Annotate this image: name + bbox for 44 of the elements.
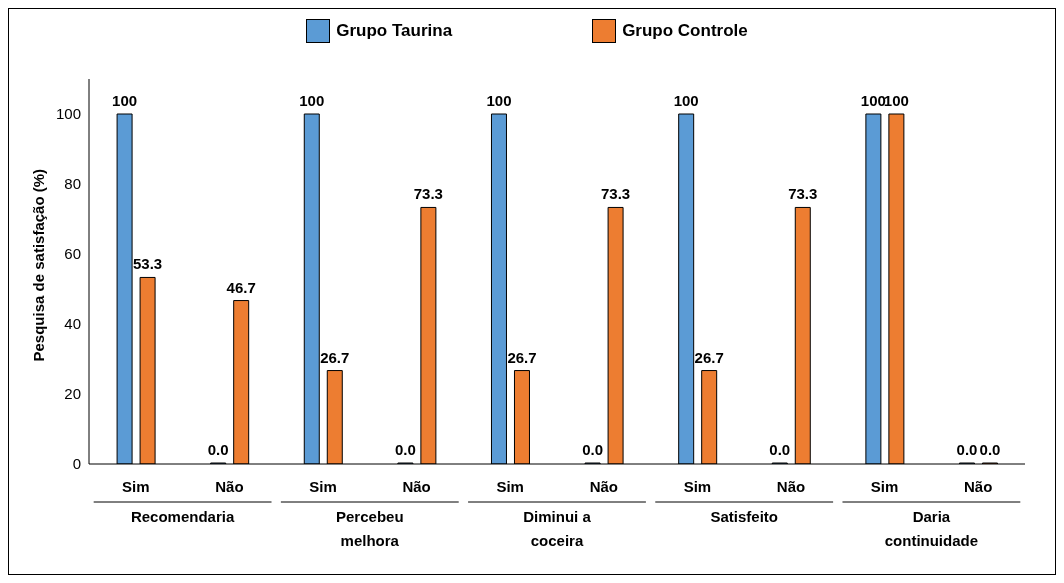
legend-label: Grupo Controle: [622, 21, 748, 41]
data-label: 73.3: [600, 185, 631, 203]
x-tick-label: Não: [964, 478, 993, 495]
data-label: 100: [112, 92, 138, 109]
text: Satisfeito: [710, 508, 778, 525]
legend-label: Grupo Taurina: [336, 21, 453, 41]
data-label: 100: [299, 92, 325, 109]
y-tick-label: 80: [64, 175, 81, 193]
y-tick-label: 100: [55, 105, 81, 123]
data-label: 100: [486, 92, 512, 109]
x-tick-label: Não: [402, 478, 431, 495]
data-label: 26.7: [320, 348, 350, 366]
text: Daria continuidade: [884, 508, 979, 549]
x-tick-label: Não: [589, 478, 618, 495]
data-label: 0.0: [769, 441, 791, 458]
x-tick-label: Não: [776, 478, 806, 495]
data-label: 100: [860, 92, 886, 109]
y-tick-label: 0: [72, 455, 81, 473]
y-tick-label: 60: [64, 245, 81, 263]
data-label: 26.7: [694, 348, 724, 366]
x-tick-label: Sim: [683, 478, 712, 495]
x-tick-label: Sim: [309, 478, 337, 495]
text: Percebeu melhora: [336, 508, 404, 549]
data-label: 53.3: [132, 255, 163, 273]
y-tick-label: 20: [64, 385, 81, 403]
x-tick-label: Não: [215, 478, 244, 495]
data-label: 26.7: [507, 348, 537, 366]
x-tick-label: Sim: [870, 478, 899, 495]
data-label: 73.3: [788, 185, 818, 203]
data-label: 0.0: [394, 441, 416, 458]
data-label: 73.3: [413, 185, 443, 203]
y-axis-title: Pesquisa de satisfação (%): [30, 168, 48, 362]
data-label: 0.0: [582, 441, 604, 458]
data-label: 46.7: [226, 278, 256, 296]
data-label: 100: [883, 92, 909, 109]
y-tick-label: 40: [64, 315, 81, 333]
data-label: 0.0: [956, 441, 978, 458]
data-label: 100: [673, 92, 699, 109]
x-tick-label: Sim: [496, 478, 524, 495]
data-label: 0.0: [979, 441, 1001, 458]
x-tick-label: Sim: [122, 478, 150, 495]
text: Recomendaria: [130, 508, 235, 525]
text: Diminui a coceira: [523, 508, 592, 549]
data-label: 0.0: [207, 441, 229, 458]
